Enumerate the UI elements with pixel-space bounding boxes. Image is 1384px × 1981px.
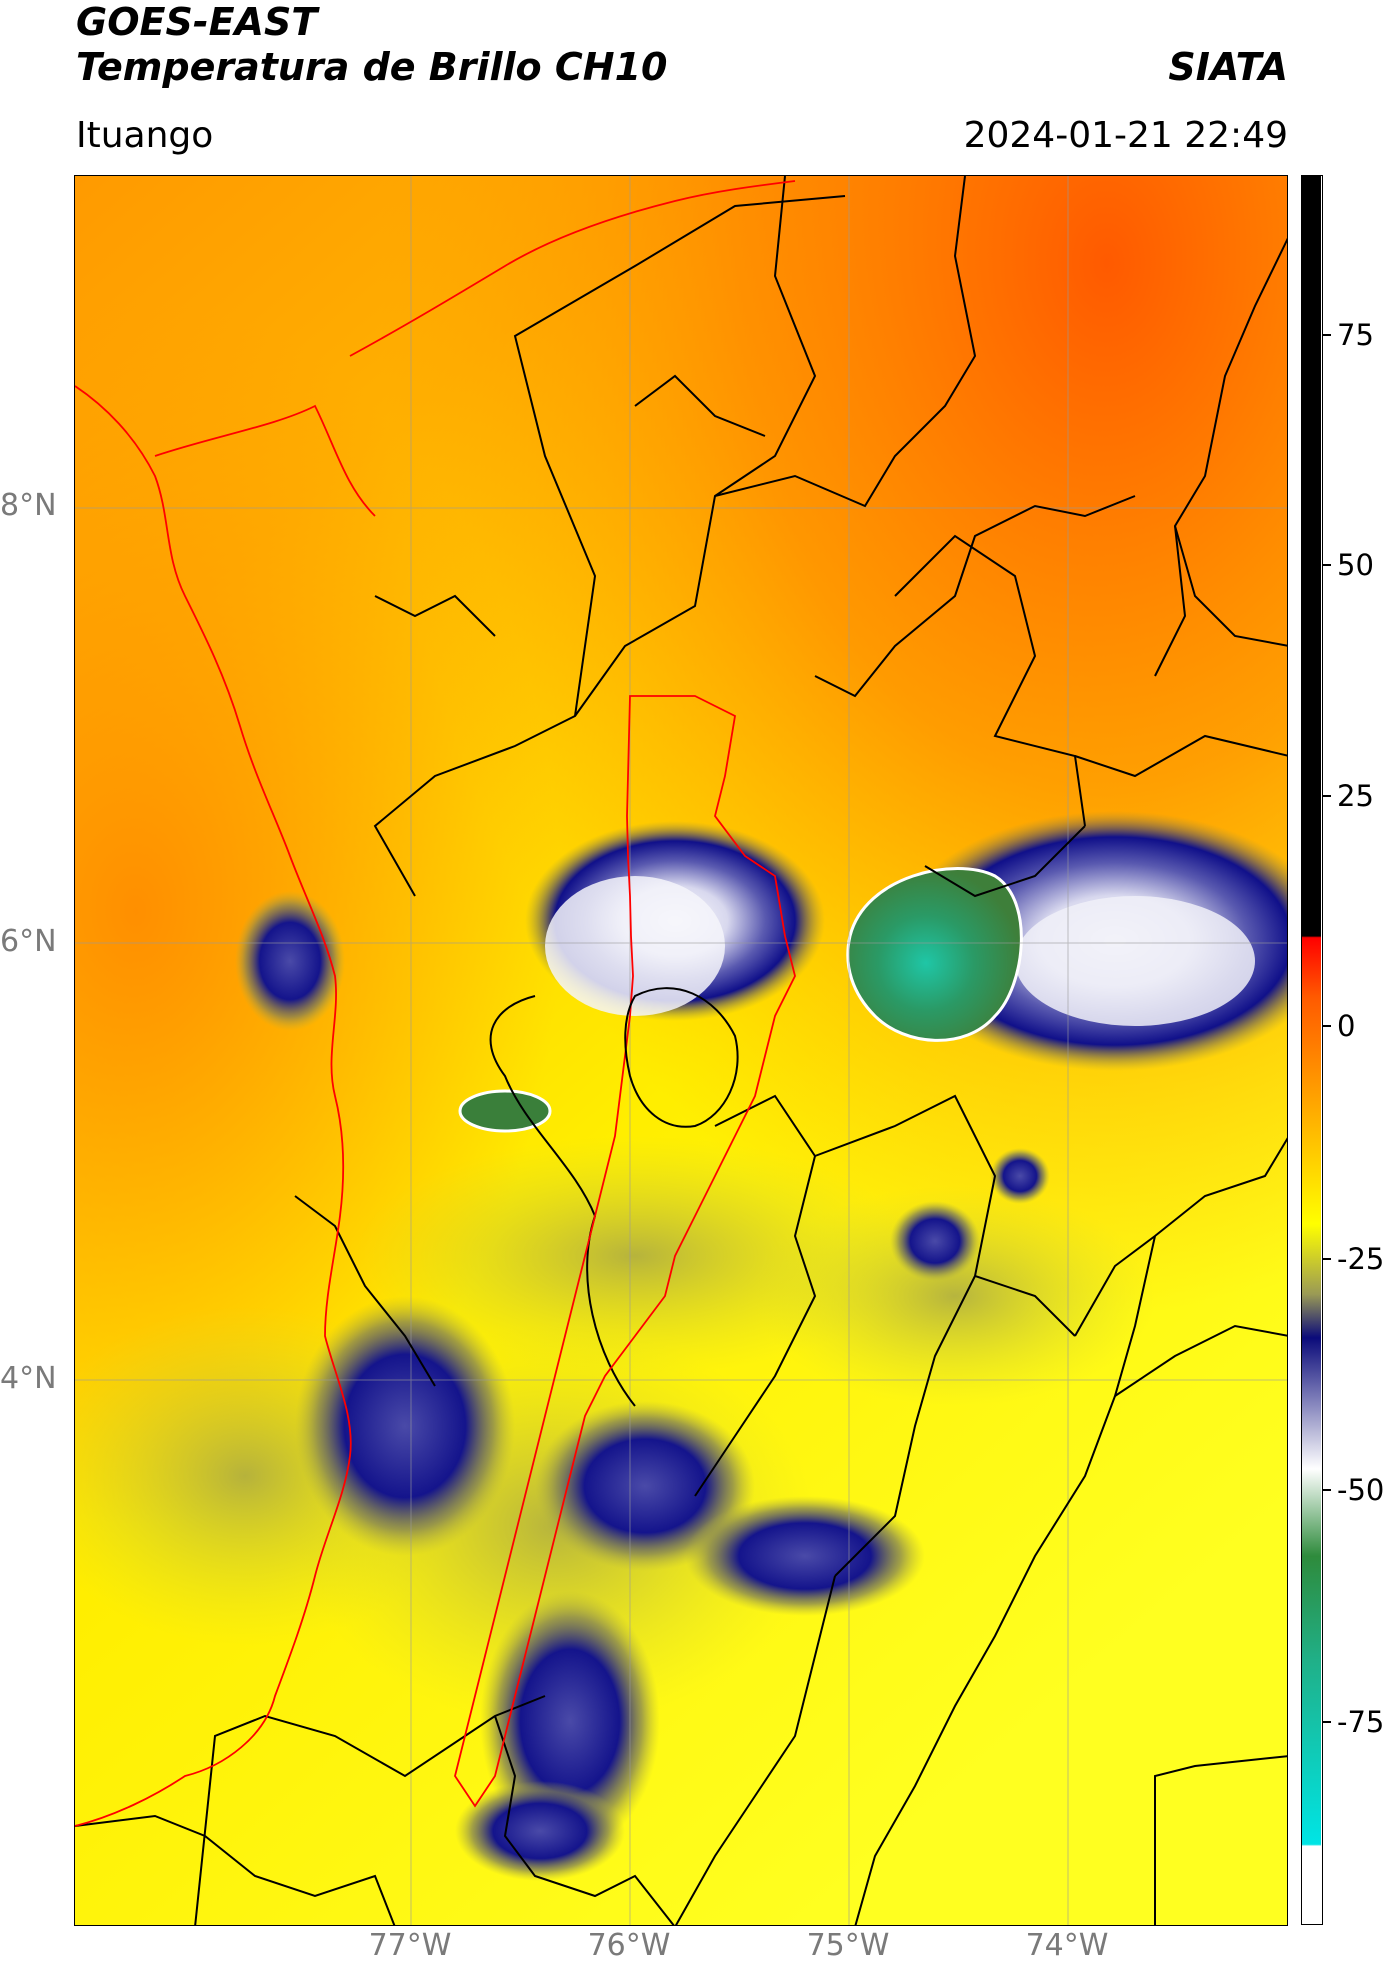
lat-label-4n: 4°N <box>0 1361 57 1396</box>
datetime-label: 2024-01-21 22:49 <box>963 115 1288 156</box>
colorbar-tick <box>1323 334 1331 336</box>
lon-label-76w: 76°W <box>587 1928 671 1963</box>
colorbar-tick <box>1323 1489 1331 1491</box>
cloud-east <box>890 1201 980 1281</box>
cloud-southeast <box>685 1496 925 1616</box>
lon-label-77w: 77°W <box>368 1928 452 1963</box>
ituango-outline <box>624 987 739 1128</box>
cloud-top-green <box>846 867 1023 1042</box>
colorbar-tick <box>1323 795 1331 797</box>
colorbar-label-50: 50 <box>1337 548 1374 582</box>
cloud-east-small <box>990 1148 1050 1204</box>
colorbar-tick <box>1323 1258 1331 1260</box>
lat-label-6n: 6°N <box>0 924 57 959</box>
cloud-west-coast <box>235 891 345 1031</box>
colorbar-tick <box>1323 564 1331 566</box>
colorbar-gradient <box>1302 176 1321 1923</box>
lon-label-75w: 75°W <box>806 1928 890 1963</box>
title: GOES-EAST <box>76 0 318 44</box>
subtitle: Temperatura de Brillo CH10 <box>76 45 668 89</box>
colorbar-label-minus25: -25 <box>1337 1242 1384 1276</box>
lon-label-74w: 74°W <box>1025 1928 1109 1963</box>
cloud-small-green <box>458 1089 552 1133</box>
colorbar-tick <box>1323 1721 1331 1723</box>
cloud-south-low <box>455 1781 625 1881</box>
place-label: Ituango <box>76 115 214 156</box>
cloud-southwest <box>295 1296 515 1556</box>
red-boundaries <box>75 180 796 1827</box>
gridlines <box>75 176 1287 1925</box>
lat-label-8n: 8°N <box>0 488 57 523</box>
colorbar-label-75: 75 <box>1337 318 1374 352</box>
satellite-map <box>74 175 1288 1926</box>
cloud-antioquia-core <box>545 876 725 1016</box>
colorbar-label-minus75: -75 <box>1337 1705 1384 1739</box>
colorbar-label-25: 25 <box>1337 779 1374 813</box>
colorbar <box>1301 175 1323 1925</box>
cloud-magdalena-core <box>1015 896 1255 1026</box>
haze-east <box>755 1186 1155 1406</box>
colorbar-tick <box>1323 1025 1331 1027</box>
colorbar-label-0: 0 <box>1337 1009 1356 1043</box>
colorbar-label-minus50: -50 <box>1337 1473 1384 1507</box>
org-label: SIATA <box>1168 45 1288 89</box>
department-boundaries <box>75 176 1287 1925</box>
